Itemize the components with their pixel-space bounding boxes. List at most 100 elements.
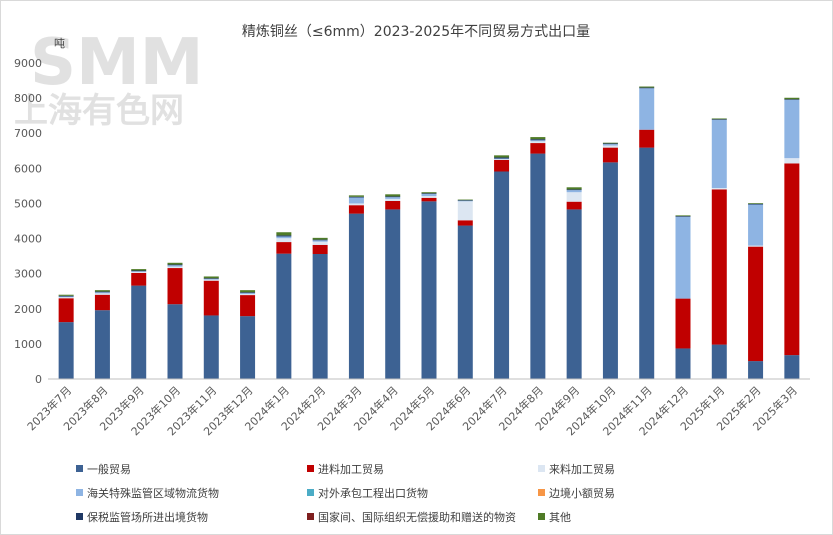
bar-segment	[58, 295, 74, 297]
bar-segment	[167, 304, 183, 379]
bar-segment	[494, 159, 510, 160]
bar-segment	[421, 197, 437, 202]
x-axis: 2023年7月2023年8月2023年9月2023年10月2023年11月202…	[24, 383, 800, 438]
bar-segment	[167, 264, 183, 266]
bar-segment	[784, 158, 800, 164]
bars-group	[58, 86, 800, 379]
legend-label: 国家间、国际组织无偿援助和赠送的物资	[318, 510, 516, 524]
bar-segment	[639, 147, 655, 379]
y-tick-label: 2000	[14, 303, 42, 316]
bar-segment	[457, 199, 473, 201]
bar-segment	[58, 297, 74, 299]
bar-segment	[203, 280, 219, 316]
y-axis-unit: 吨	[54, 37, 65, 50]
bar-segment	[94, 292, 110, 294]
bar-segment	[530, 141, 546, 144]
bar-segment	[711, 187, 727, 190]
bar-segment	[167, 262, 183, 265]
bar-segment	[639, 87, 655, 89]
bar-segment	[240, 292, 256, 295]
bar-segment	[58, 322, 74, 379]
bar-segment	[457, 225, 473, 379]
bar-segment	[711, 119, 727, 188]
bar-segment	[675, 348, 691, 379]
bar-segment	[385, 209, 401, 379]
bar-segment	[494, 158, 510, 160]
bar-segment	[131, 285, 147, 379]
bar-segment	[203, 279, 219, 281]
bar-segment	[602, 144, 618, 146]
bar-segment	[566, 201, 582, 210]
bar-segment	[566, 209, 582, 379]
bar-segment	[675, 216, 691, 217]
watermark-brand-cn: 上海有色网	[14, 91, 184, 131]
bar-segment	[784, 163, 800, 356]
legend-swatch	[307, 513, 314, 520]
legend-swatch	[538, 513, 545, 520]
bar-segment	[240, 316, 256, 379]
legend-label: 边境小额贸易	[549, 486, 615, 500]
bar-segment	[94, 291, 110, 293]
bar-segment	[94, 310, 110, 379]
bar-segment	[566, 190, 582, 193]
bar-segment	[348, 213, 364, 379]
bar-segment	[167, 265, 183, 267]
bar-segment	[602, 145, 618, 148]
bar-segment	[494, 159, 510, 172]
bar-segment	[494, 157, 510, 159]
bar-segment	[602, 162, 618, 379]
bar-segment	[748, 246, 764, 362]
bar-segment	[530, 139, 546, 141]
bar-segment	[385, 200, 401, 210]
bar-segment	[457, 201, 473, 221]
legend-label: 海关特殊监管区域物流货物	[87, 486, 219, 500]
bar-segment	[530, 137, 546, 140]
bar-segment	[240, 290, 256, 293]
bar-segment	[494, 155, 510, 158]
bar-segment	[276, 238, 292, 243]
bar-segment	[312, 244, 328, 255]
bar-segment	[748, 245, 764, 247]
bar-segment	[784, 99, 800, 159]
bar-segment	[748, 204, 764, 246]
bar-segment	[167, 266, 183, 269]
bar-segment	[276, 242, 292, 254]
bar-segment	[348, 195, 364, 197]
bar-segment	[276, 235, 292, 237]
bar-segment	[494, 171, 510, 379]
bar-segment	[602, 143, 618, 145]
bar-segment	[203, 315, 219, 379]
bar-segment	[348, 196, 364, 198]
bar-segment	[312, 239, 328, 241]
legend-swatch	[307, 489, 314, 496]
bar-segment	[312, 240, 328, 242]
bar-segment	[348, 205, 364, 214]
bar-segment	[530, 140, 546, 142]
legend-label: 保税监管场所进出境货物	[87, 510, 208, 524]
bar-segment	[240, 295, 256, 317]
bar-segment	[385, 197, 401, 199]
y-axis: 0 1000 2000 3000 4000 5000 6000 7000 8000 9000	[14, 57, 42, 386]
y-tick-label: 9000	[14, 57, 42, 70]
y-tick-label: 4000	[14, 233, 42, 246]
y-tick-label: 8000	[14, 92, 42, 105]
bar-segment	[639, 88, 655, 130]
legend-swatch	[538, 489, 545, 496]
legend-label: 来料加工贸易	[549, 462, 615, 476]
bar-segment	[566, 187, 582, 190]
bar-segment	[711, 189, 727, 345]
bar-segment	[457, 200, 473, 202]
bar-segment	[131, 269, 147, 271]
bar-segment	[639, 86, 655, 88]
chart-title: 精炼铜丝（≤6mm）2023-2025年不同贸易方式出口量	[242, 24, 590, 40]
legend-swatch	[76, 489, 83, 496]
bar-segment	[639, 129, 655, 148]
bar-segment	[276, 232, 292, 236]
bar-segment	[131, 271, 147, 272]
bar-segment	[240, 294, 256, 296]
bar-segment	[748, 361, 764, 379]
bar-segment	[421, 192, 437, 194]
bar-segment	[711, 344, 727, 379]
bar-segment	[240, 292, 256, 293]
